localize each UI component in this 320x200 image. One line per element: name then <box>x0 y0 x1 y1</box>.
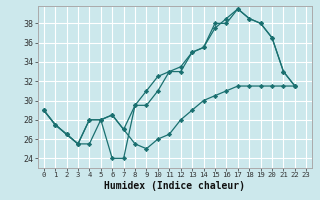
X-axis label: Humidex (Indice chaleur): Humidex (Indice chaleur) <box>105 181 245 191</box>
